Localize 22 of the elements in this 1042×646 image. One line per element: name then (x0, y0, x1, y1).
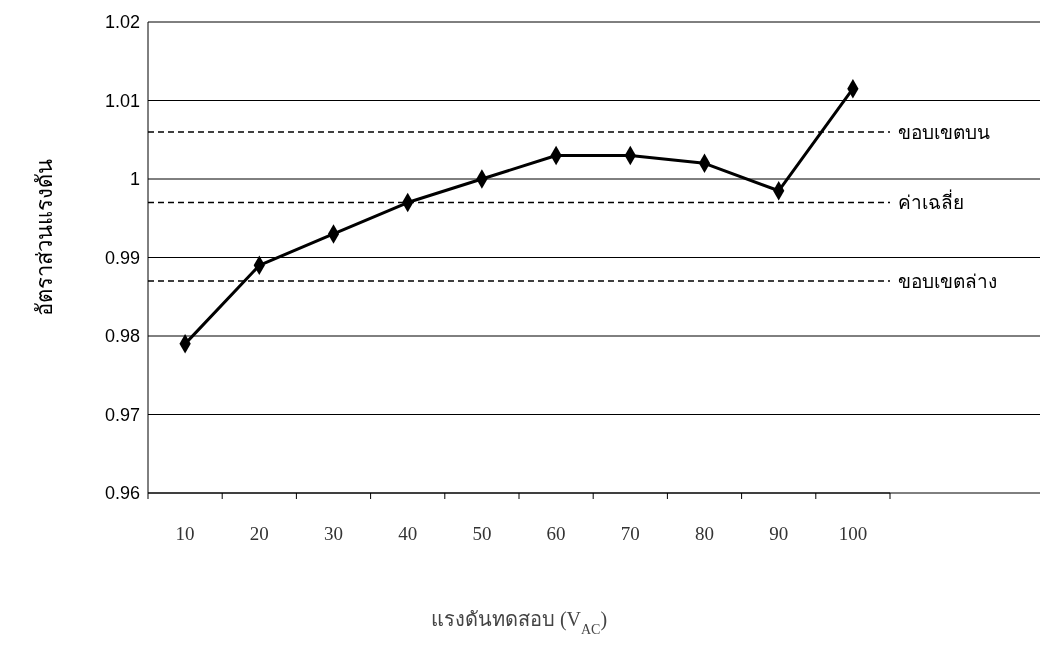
x-tick-label: 10 (175, 523, 195, 544)
y-tick-label: 0.98 (104, 326, 140, 347)
x-tick-label: 50 (472, 523, 492, 544)
y-tick-label: 1 (129, 169, 140, 190)
x-tick-label: 80 (695, 523, 714, 544)
x-tick-label: 30 (324, 523, 343, 544)
ref-line-label: ขอบเขตบน (898, 121, 990, 143)
x-tick-label: 70 (620, 523, 640, 544)
y-tick-label: 0.99 (104, 247, 140, 268)
x-tick-label: 40 (398, 523, 418, 544)
y-tick-label: 1.01 (104, 90, 140, 111)
y-tick-label: 0.96 (104, 483, 140, 504)
y-tick-label: 1.02 (104, 12, 140, 33)
ref-line-label: ค่าเฉลี่ย (898, 189, 964, 214)
x-tick-label: 60 (546, 523, 566, 544)
y-axis-title: อัตราส่วนแรงดัน (32, 159, 57, 316)
x-tick-label: 20 (249, 523, 269, 544)
x-tick-label: 90 (769, 523, 789, 544)
x-axis-title: แรงดันทดสอบ (V$_{AC}$) (430, 608, 608, 637)
y-tick-label: 0.97 (104, 404, 140, 425)
ref-line-label: ขอบเขตล่าง (898, 270, 997, 292)
x-tick-label: 100 (838, 523, 868, 544)
